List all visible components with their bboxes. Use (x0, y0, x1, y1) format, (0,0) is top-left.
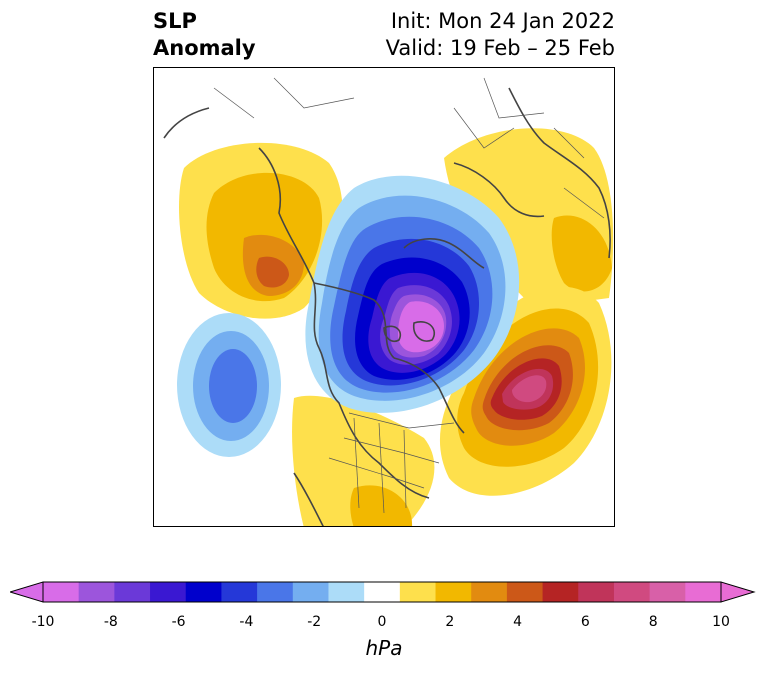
colorbar-tick-label: 0 (377, 614, 387, 630)
slp-anomaly-map (163, 77, 614, 526)
colorbar-tick-label: 6 (580, 614, 590, 630)
colorbar-segment (364, 582, 401, 602)
coastlines (163, 87, 611, 526)
colorbar-segment (471, 582, 508, 602)
colorbar-segment (328, 582, 365, 602)
colorbar-tick-label: 2 (445, 614, 455, 630)
colorbar-segment (685, 582, 722, 602)
positive-anomaly-europe (444, 128, 614, 308)
colorbar-segments (43, 582, 722, 602)
colorbar-tick-label: -2 (307, 614, 322, 630)
colorbar-segment (114, 582, 151, 602)
positive-anomaly-southeast-us (292, 395, 435, 526)
colorbar-tick-label: 8 (648, 614, 658, 630)
colorbar-segment (257, 582, 294, 602)
colorbar-extend-max (720, 581, 756, 603)
colorbar-units: hPa (365, 636, 403, 660)
title-variable: SLP (153, 9, 197, 33)
colorbar-segment (43, 582, 80, 602)
colorbar-outline (42, 581, 722, 603)
colorbar-segment (150, 582, 187, 602)
positive-anomaly-siberia (179, 142, 343, 319)
colorbar-segment (292, 582, 329, 602)
colorbar-tick-label: 4 (513, 614, 523, 630)
colorbar-segment (399, 582, 437, 602)
map-title-right: Init: Mon 24 Jan 2022 Valid: 19 Feb – 25… (386, 8, 615, 62)
colorbar-segment (649, 582, 686, 602)
colorbar-tick-label: -4 (239, 614, 254, 630)
colorbar (10, 581, 756, 603)
colorbar-segment (613, 582, 651, 602)
colorbar-segment (506, 582, 544, 602)
colorbar-tick-label: -6 (171, 614, 186, 630)
map-title-left: SLP Anomaly (153, 8, 256, 62)
political-borders (213, 77, 605, 514)
colorbar-tick-label: 10 (712, 614, 730, 630)
valid-range: Valid: 19 Feb – 25 Feb (385, 36, 615, 60)
positive-anomaly-atlantic (439, 286, 612, 496)
map-panel (153, 67, 615, 527)
negative-anomaly-pacific (177, 313, 281, 457)
colorbar-segment (221, 582, 258, 602)
title-type: Anomaly (153, 36, 256, 60)
colorbar-segment (185, 582, 222, 602)
init-date: Init: Mon 24 Jan 2022 (390, 9, 615, 33)
colorbar-segment (542, 582, 579, 602)
colorbar-segment (435, 582, 472, 602)
colorbar-extend-min (10, 581, 44, 603)
colorbar-tick-label: -10 (31, 614, 55, 630)
colorbar-segment (578, 582, 615, 602)
colorbar-tick-label: -8 (103, 614, 118, 630)
colorbar-segment (78, 582, 115, 602)
